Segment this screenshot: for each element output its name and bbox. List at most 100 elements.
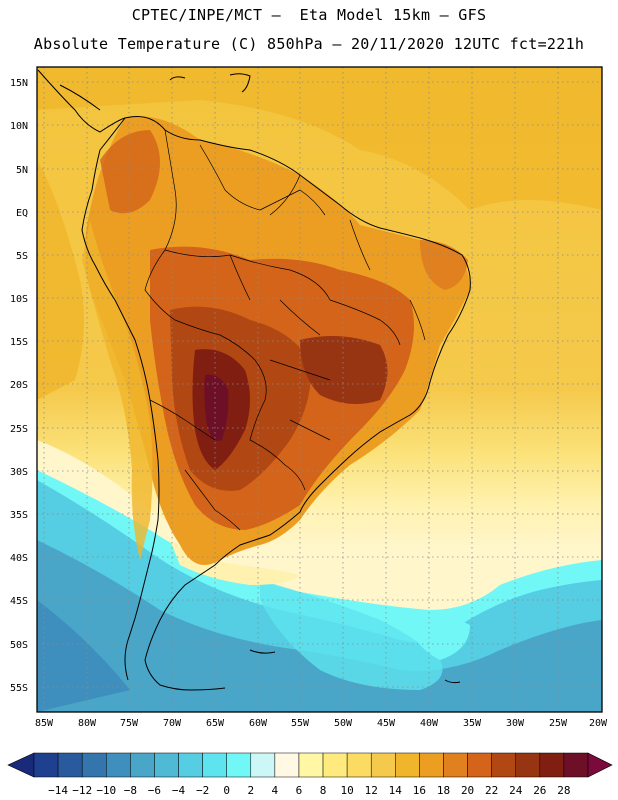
- colorbar-tick-label: 28: [557, 784, 570, 797]
- lat-label: 35S: [10, 510, 28, 521]
- lat-label: 45S: [10, 596, 28, 607]
- colorbar-swatch: [346, 752, 372, 778]
- colorbar-tick-label: 14: [389, 784, 403, 797]
- colorbar-swatch: [370, 752, 396, 778]
- colorbar-swatch: [178, 752, 203, 778]
- lat-label: 15N: [10, 78, 28, 89]
- lat-label: 50S: [10, 640, 28, 651]
- colombia-hot-spot: [100, 130, 160, 214]
- ne-brazil-field: [420, 240, 468, 290]
- colorbar-swatch: [154, 752, 179, 778]
- coastlines: [37, 69, 471, 691]
- colorbar-tick-label: 6: [296, 784, 303, 797]
- colorbar-tick-label: 26: [533, 784, 546, 797]
- colorbar-tick-label: 24: [509, 784, 523, 797]
- colorbar-tick-label: −12: [72, 784, 92, 797]
- lat-label: 55S: [10, 683, 28, 694]
- lon-label: 70W: [163, 718, 182, 729]
- colorbar-tick-label: 16: [413, 784, 426, 797]
- colorbar-tick-label: −6: [148, 784, 161, 797]
- lat-label: 40S: [10, 553, 28, 564]
- colorbar-swatches: [7, 752, 613, 778]
- colorbar-swatch: [491, 752, 516, 778]
- lat-axis-labels: 15N 10N 5N EQ 5S 10S 15S 20S 25S 30S 35S…: [10, 78, 28, 694]
- colorbar-tick-label: 12: [365, 784, 378, 797]
- lon-label: 50W: [334, 718, 353, 729]
- colorbar-swatch: [33, 752, 59, 778]
- lat-label: 10N: [10, 121, 28, 132]
- tropical-atlantic-band: [37, 67, 602, 210]
- lon-label: 40W: [420, 718, 439, 729]
- colorbar-labels: −14 −12 −10 −8 −6 −4 −2 0 2 4 6 8 10 12 14 16 18 20 22 24 26…: [48, 784, 570, 797]
- colorbar-swatch: [226, 752, 252, 778]
- country-borders: [144, 129, 426, 531]
- colorbar-tick-label: 0: [223, 784, 230, 797]
- lon-label: 55W: [291, 718, 310, 729]
- blue-field: [37, 540, 602, 712]
- colorbar-swatch: [274, 752, 300, 778]
- colorbar-swatch: [106, 752, 131, 778]
- colorbar-tick-label: 2: [247, 784, 254, 797]
- colorbar-swatch: [539, 752, 565, 778]
- se-brazil-hot-spot: [300, 336, 388, 404]
- colorbar-tick-label: 4: [272, 784, 279, 797]
- pacific-warm-band: [37, 160, 84, 400]
- colorbar-swatch: [443, 752, 468, 778]
- lon-label: 75W: [120, 718, 139, 729]
- colorbar-tick-label: −14: [48, 784, 68, 797]
- lon-axis-labels: 85W 80W 75W 70W 65W 60W 55W 50W 45W 40W …: [35, 718, 608, 729]
- colorbar-swatch: [563, 752, 589, 778]
- lon-label: 25W: [549, 718, 568, 729]
- hottest-core: [204, 374, 229, 441]
- colorbar-low-arrow: [7, 752, 35, 778]
- colorbar-tick-label: 8: [320, 784, 327, 797]
- lon-label: 30W: [506, 718, 525, 729]
- colorbar-swatch: [419, 752, 444, 778]
- lat-label: 25S: [10, 424, 28, 435]
- cyan-tongue: [410, 616, 470, 660]
- lat-label: 10S: [10, 294, 28, 305]
- lon-label: 80W: [78, 718, 97, 729]
- map-field: [37, 67, 602, 712]
- colorbar-swatch: [250, 752, 276, 778]
- colorbar-swatch: [81, 752, 107, 778]
- lat-label: 5S: [16, 251, 28, 262]
- map-frame: [36, 66, 603, 713]
- colorbar-tick-label: −8: [124, 784, 137, 797]
- cyan-pocket: [260, 580, 443, 690]
- colorbar-tick-label: 10: [341, 784, 354, 797]
- colorbar-swatch: [130, 752, 155, 778]
- lon-label: 45W: [377, 718, 396, 729]
- lat-label: 30S: [10, 467, 28, 478]
- colorbar-tick-label: −10: [96, 784, 116, 797]
- colorbar-tick-label: 18: [437, 784, 450, 797]
- chart-title-line-2: Absolute Temperature (C) 850hPa – 20/11/…: [33, 35, 585, 53]
- lat-label: EQ: [16, 208, 28, 219]
- colorbar-tick-label: −2: [196, 784, 209, 797]
- colorbar-swatch: [322, 752, 348, 778]
- andes-strip: [82, 220, 153, 560]
- chart-title-line-1: CPTEC/INPE/MCT – Eta Model 15km – GFS: [131, 6, 487, 24]
- colorbar-swatch: [298, 752, 324, 778]
- lon-label: 85W: [35, 718, 54, 729]
- colorbar-swatch: [467, 752, 492, 778]
- graticule: [37, 67, 602, 712]
- lon-label: 20W: [589, 718, 608, 729]
- colorbar-swatch: [202, 752, 227, 778]
- lon-label: 60W: [249, 718, 268, 729]
- colorbar-tick-label: 22: [485, 784, 498, 797]
- colorbar-tick-label: −4: [172, 784, 186, 797]
- colorbar-high-arrow: [587, 752, 613, 778]
- lat-label: 20S: [10, 380, 28, 391]
- colorbar-tick-label: 20: [461, 784, 474, 797]
- lat-label: 15S: [10, 337, 28, 348]
- colorbar-swatch: [395, 752, 420, 778]
- colorbar-swatch: [57, 752, 83, 778]
- lon-label: 35W: [463, 718, 482, 729]
- lat-label: 5N: [16, 165, 28, 176]
- colorbar-swatch: [515, 752, 541, 778]
- lon-label: 65W: [206, 718, 225, 729]
- deep-blue-field: [37, 600, 130, 712]
